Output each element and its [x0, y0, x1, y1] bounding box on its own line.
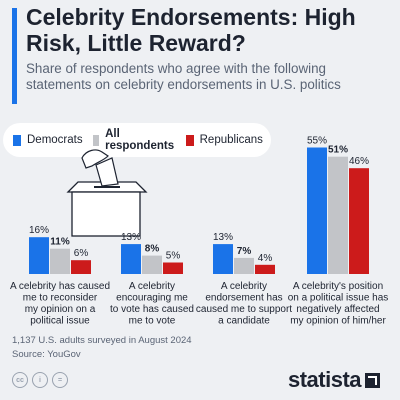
value-label-all-respondents-0: 11%	[50, 237, 70, 248]
category-label-3: A celebrity's position on a political iss…	[288, 281, 389, 327]
legend-label-republicans: Republicans	[199, 134, 263, 146]
bar-republicans-0	[71, 260, 91, 274]
title-accent-bar	[12, 8, 17, 104]
bar-all-respondents-2	[234, 257, 254, 274]
value-label-democrats-2: 13%	[213, 232, 233, 243]
bar-democrats-2	[213, 244, 233, 274]
survey-note: 1,137 U.S. adults surveyed in August 202…	[12, 335, 192, 346]
bars-group	[29, 147, 369, 274]
legend-swatch-republicans	[185, 134, 194, 146]
legend-item-republicans: Republicans	[185, 134, 263, 146]
value-label-democrats-3: 55%	[307, 136, 327, 147]
license-icons: cc i =	[12, 372, 68, 388]
legend-label-all-respondents: All respondents	[105, 128, 175, 152]
source-note: Source: YouGov	[12, 349, 81, 360]
statista-logo[interactable]: statista	[288, 367, 381, 393]
value-label-democrats-1: 13%	[121, 232, 141, 243]
ballot-box-body	[71, 191, 141, 237]
bar-republicans-1	[163, 262, 183, 274]
value-label-all-respondents-1: 8%	[145, 244, 160, 255]
ballot-box-illustration	[66, 149, 148, 237]
legend-label-democrats: Democrats	[27, 134, 83, 146]
value-label-democrats-0: 16%	[29, 225, 49, 236]
legend-swatch-democrats	[13, 134, 21, 146]
bar-democrats-1	[121, 244, 141, 274]
value-label-republicans-3: 46%	[349, 156, 369, 167]
ballot-paper	[95, 157, 119, 187]
value-label-all-respondents-2: 7%	[237, 246, 252, 257]
value-label-republicans-1: 5%	[166, 251, 181, 262]
bar-republicans-2	[255, 264, 275, 274]
cc-icon[interactable]: cc	[12, 372, 28, 388]
value-label-republicans-0: 6%	[74, 248, 89, 259]
equals-icon[interactable]: =	[52, 372, 68, 388]
category-label-0: A celebrity has caused me to reconsider my…	[10, 281, 110, 327]
value-labels-group: 16%11% 6% 13% 8% 5% 13% 7% 4% 55%51%46%	[29, 136, 369, 264]
category-labels-group: A celebrity has caused me to reconsider my…	[10, 281, 388, 327]
legend-item-all-respondents: All respondents	[92, 128, 176, 152]
value-label-all-respondents-3: 51%	[328, 145, 348, 156]
hand-icon	[81, 149, 109, 169]
bar-democrats-3	[307, 147, 327, 274]
value-label-republicans-2: 4%	[258, 253, 273, 264]
bar-democrats-0	[29, 237, 49, 274]
category-label-1: A celebrity encouraging me to vote has cau…	[110, 281, 194, 327]
bar-republicans-3	[349, 168, 369, 274]
chart-subtitle: Share of respondents who agree with the …	[26, 61, 341, 92]
category-label-2: A celebrity endorsement has caused me to s…	[196, 281, 292, 327]
legend-swatch-all-respondents	[92, 134, 100, 146]
brand-mark-icon	[365, 372, 381, 388]
person-icon[interactable]: i	[32, 372, 48, 388]
bar-all-respondents-1	[142, 255, 162, 274]
bar-all-respondents-0	[50, 248, 70, 274]
bar-all-respondents-3	[328, 156, 348, 274]
legend-item-democrats: Democrats	[13, 134, 83, 146]
brand-name: statista	[288, 367, 362, 392]
legend: Democrats All respondents Republicans	[3, 123, 271, 157]
chart-title: Celebrity Endorsements: High Risk, Littl…	[26, 4, 356, 56]
